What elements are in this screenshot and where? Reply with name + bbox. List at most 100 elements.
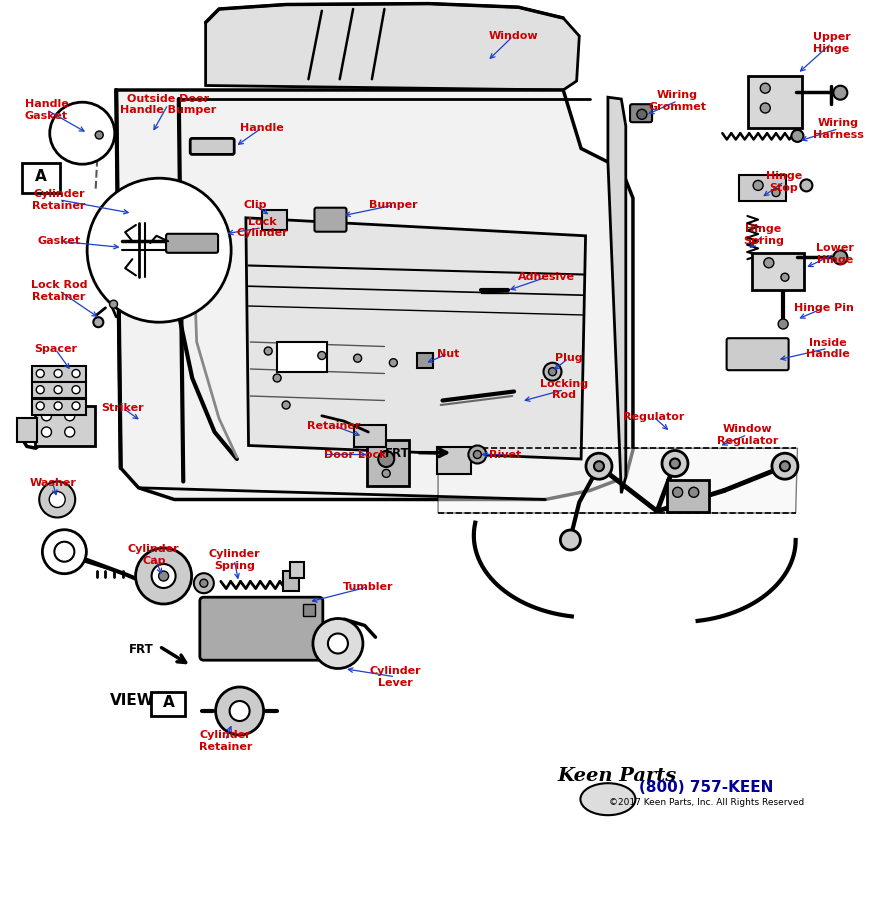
Circle shape: [833, 250, 848, 265]
Text: Cylinder
Retainer: Cylinder Retainer: [198, 730, 252, 752]
Ellipse shape: [580, 783, 636, 815]
Circle shape: [772, 454, 798, 479]
Text: A: A: [35, 169, 47, 184]
Circle shape: [215, 687, 264, 735]
Circle shape: [753, 180, 763, 191]
Circle shape: [136, 548, 191, 604]
FancyBboxPatch shape: [291, 562, 305, 579]
Text: Plug: Plug: [555, 353, 582, 364]
Circle shape: [152, 564, 175, 588]
Polygon shape: [608, 97, 626, 493]
Text: Window: Window: [488, 31, 538, 41]
FancyBboxPatch shape: [303, 604, 315, 616]
Circle shape: [55, 386, 62, 393]
FancyBboxPatch shape: [22, 163, 60, 193]
Circle shape: [778, 319, 789, 329]
Polygon shape: [246, 218, 586, 459]
Text: FRT: FRT: [384, 447, 409, 460]
Circle shape: [49, 491, 65, 508]
Text: Spacer: Spacer: [34, 344, 77, 355]
Circle shape: [781, 274, 789, 281]
Text: Regulator: Regulator: [623, 411, 684, 422]
Text: Washer: Washer: [30, 478, 76, 489]
Circle shape: [780, 461, 790, 472]
Bar: [277, 342, 327, 372]
Polygon shape: [438, 448, 797, 513]
Text: A: A: [163, 696, 175, 710]
Circle shape: [265, 347, 272, 355]
Circle shape: [390, 359, 397, 366]
Circle shape: [39, 482, 75, 517]
FancyBboxPatch shape: [630, 104, 652, 122]
Circle shape: [662, 451, 688, 476]
Circle shape: [672, 487, 683, 498]
Text: VIEW: VIEW: [110, 693, 155, 707]
Text: Hinge
Stop: Hinge Stop: [766, 171, 802, 193]
Circle shape: [763, 257, 774, 268]
FancyBboxPatch shape: [32, 366, 86, 382]
Circle shape: [55, 402, 62, 410]
FancyBboxPatch shape: [727, 338, 789, 370]
Text: Cylinder
Spring: Cylinder Spring: [208, 549, 260, 571]
FancyBboxPatch shape: [32, 399, 86, 415]
Text: ©2017 Keen Parts, Inc. All Rights Reserved: ©2017 Keen Parts, Inc. All Rights Reserv…: [609, 798, 804, 807]
FancyBboxPatch shape: [35, 406, 95, 446]
FancyBboxPatch shape: [417, 353, 434, 368]
Circle shape: [41, 410, 52, 421]
FancyBboxPatch shape: [748, 76, 802, 128]
FancyBboxPatch shape: [739, 176, 786, 202]
FancyBboxPatch shape: [752, 253, 804, 290]
Circle shape: [544, 363, 561, 381]
FancyBboxPatch shape: [283, 572, 299, 591]
Text: FRT: FRT: [129, 644, 154, 656]
Text: Clip: Clip: [243, 200, 266, 211]
Circle shape: [688, 487, 699, 498]
FancyBboxPatch shape: [151, 692, 185, 716]
Circle shape: [586, 454, 612, 479]
Circle shape: [55, 370, 62, 377]
Circle shape: [318, 352, 325, 359]
Circle shape: [383, 470, 390, 477]
Circle shape: [328, 634, 348, 653]
Text: Nut: Nut: [436, 348, 460, 359]
Circle shape: [833, 86, 848, 100]
Text: Striker: Striker: [101, 402, 144, 413]
Text: Wiring
Grommet: Wiring Grommet: [649, 90, 706, 112]
FancyBboxPatch shape: [367, 440, 409, 486]
Text: Wiring
Harness: Wiring Harness: [814, 118, 864, 140]
FancyBboxPatch shape: [437, 447, 471, 474]
Circle shape: [72, 402, 80, 410]
Text: Inside
Handle: Inside Handle: [806, 338, 849, 359]
FancyBboxPatch shape: [17, 418, 37, 442]
Text: Bumper: Bumper: [369, 200, 417, 211]
Text: Cylinder
Retainer: Cylinder Retainer: [32, 189, 86, 211]
FancyBboxPatch shape: [667, 480, 709, 511]
Circle shape: [772, 189, 780, 196]
Text: Rivet: Rivet: [489, 449, 521, 460]
Circle shape: [637, 109, 647, 120]
Circle shape: [200, 580, 207, 587]
Circle shape: [474, 451, 481, 458]
Text: Door Lock: Door Lock: [324, 449, 386, 460]
Circle shape: [110, 301, 117, 308]
Circle shape: [158, 571, 169, 581]
Circle shape: [64, 410, 75, 421]
Ellipse shape: [50, 103, 114, 164]
Circle shape: [468, 446, 486, 464]
Circle shape: [72, 386, 80, 393]
Text: Gasket: Gasket: [38, 236, 80, 247]
Circle shape: [594, 461, 604, 472]
Circle shape: [64, 427, 75, 437]
Text: Adhesive: Adhesive: [518, 272, 575, 283]
Text: Hinge
Spring: Hinge Spring: [743, 224, 784, 246]
Circle shape: [549, 368, 556, 375]
Circle shape: [354, 355, 361, 362]
Text: Retainer: Retainer: [307, 420, 360, 431]
FancyBboxPatch shape: [315, 208, 347, 231]
Circle shape: [93, 317, 104, 328]
Text: Window
Regulator: Window Regulator: [717, 424, 778, 446]
Text: Outside Door
Handle Bumper: Outside Door Handle Bumper: [120, 94, 216, 115]
Circle shape: [283, 401, 290, 409]
Polygon shape: [116, 90, 633, 500]
Circle shape: [760, 103, 771, 113]
